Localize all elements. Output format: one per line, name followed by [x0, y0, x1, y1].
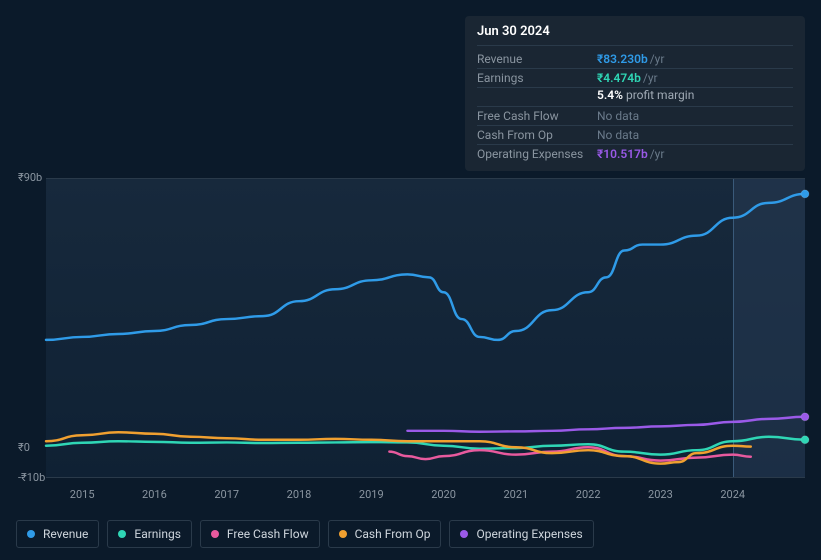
x-tick-label: 2024	[720, 488, 745, 501]
legend-label: Cash From Op	[355, 527, 431, 541]
x-tick-label: 2022	[576, 488, 601, 501]
x-tick-label: 2018	[287, 488, 312, 501]
y-tick-label: ₹0	[18, 441, 30, 454]
plot-area[interactable]	[46, 178, 805, 478]
y-tick-label: -₹10b	[18, 471, 45, 484]
series-line-revenue	[46, 194, 805, 340]
legend-item-earnings[interactable]: Earnings	[107, 520, 192, 548]
tooltip-label: Cash From Op	[477, 128, 597, 142]
tooltip-value: ₹83.230b/yr	[597, 52, 793, 66]
chart-legend: Revenue Earnings Free Cash Flow Cash From O…	[16, 520, 594, 548]
tooltip-value: ₹4.474b/yr	[597, 71, 793, 85]
tooltip-value: No data	[597, 109, 793, 123]
legend-dot-icon	[460, 530, 468, 538]
legend-dot-icon	[118, 530, 126, 538]
chart-lines	[46, 179, 805, 477]
chart-area: ₹90b ₹0 -₹10b 2015 2016 2017 2018 2019 2020 2021…	[16, 160, 805, 510]
legend-dot-icon	[211, 530, 219, 538]
tooltip-row: Revenue₹83.230b/yr	[477, 50, 793, 69]
x-tick-label: 2020	[431, 488, 456, 501]
tooltip-row: Earnings₹4.474b/yr	[477, 69, 793, 88]
series-end-dot	[801, 190, 809, 198]
tooltip-value: ₹10.517b/yr	[597, 147, 793, 161]
y-tick-label: ₹90b	[18, 171, 42, 184]
x-tick-label: 2021	[503, 488, 528, 501]
series-line-earnings	[46, 437, 805, 455]
series-line-operating-expenses	[407, 417, 805, 432]
legend-dot-icon	[339, 530, 347, 538]
tooltip-label: Operating Expenses	[477, 147, 597, 161]
legend-label: Operating Expenses	[476, 527, 582, 541]
x-axis: 2015 2016 2017 2018 2019 2020 2021 2022 2023 2024	[46, 488, 805, 508]
tooltip-value: No data	[597, 128, 793, 142]
tooltip-row: Free Cash FlowNo data	[477, 107, 793, 126]
chart-tooltip: Jun 30 2024 Revenue₹83.230b/yrEarnings₹4…	[465, 16, 805, 171]
legend-item-operating-expenses[interactable]: Operating Expenses	[449, 520, 593, 548]
x-tick-label: 2016	[142, 488, 167, 501]
series-end-dot	[801, 413, 809, 421]
x-tick-label: 2023	[648, 488, 673, 501]
tooltip-subrow: 5.4% profit margin	[477, 88, 793, 107]
x-tick-label: 2019	[359, 488, 384, 501]
legend-item-revenue[interactable]: Revenue	[16, 520, 99, 548]
x-tick-label: 2017	[214, 488, 239, 501]
series-end-dot	[801, 436, 809, 444]
x-tick-label: 2015	[70, 488, 95, 501]
legend-item-free-cash-flow[interactable]: Free Cash Flow	[200, 520, 320, 548]
legend-item-cash-from-op[interactable]: Cash From Op	[328, 520, 442, 548]
tooltip-row: Cash From OpNo data	[477, 126, 793, 145]
legend-label: Revenue	[43, 527, 88, 541]
legend-label: Free Cash Flow	[227, 527, 309, 541]
legend-label: Earnings	[134, 527, 181, 541]
tooltip-label: Free Cash Flow	[477, 109, 597, 123]
tooltip-label: Revenue	[477, 52, 597, 66]
legend-dot-icon	[27, 530, 35, 538]
tooltip-title: Jun 30 2024	[477, 24, 793, 46]
tooltip-label: Earnings	[477, 71, 597, 85]
